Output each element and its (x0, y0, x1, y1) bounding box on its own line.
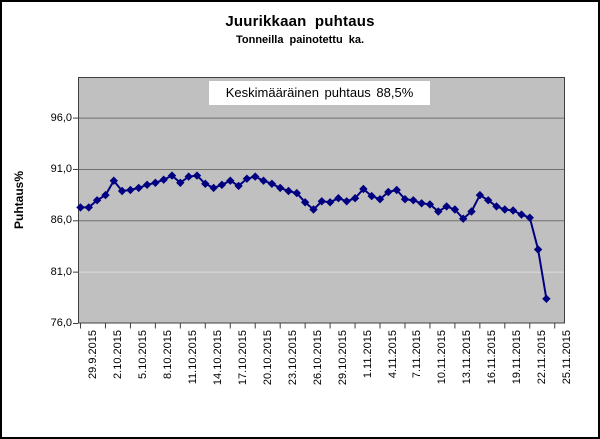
x-tick-label: 7.11.2015 (411, 330, 424, 379)
x-tick-label: 11.10.2015 (186, 330, 199, 385)
x-tick-label: 29.9.2015 (87, 330, 99, 379)
x-tick-label: 16.11.2015 (486, 330, 499, 385)
x-tick-label: 5.10.2015 (136, 330, 149, 379)
x-tick-label: 4.11.2015 (386, 330, 399, 379)
y-tick-label: 81,0 (50, 265, 72, 278)
y-tick-label: 86,0 (50, 214, 72, 227)
x-tick-label: 19.11.2015 (511, 330, 524, 385)
x-tick-label: 13.11.2015 (461, 330, 474, 385)
x-tick-label: 14.10.2015 (211, 330, 224, 386)
x-tick-label: 8.10.2015 (161, 330, 174, 379)
y-tick-label: 76,0 (50, 317, 72, 329)
y-tick-label: 91,0 (50, 162, 72, 175)
annotation-box: Keskimääräinen puhtaus 88,5% (208, 80, 431, 106)
plot-border (78, 77, 565, 324)
chart-subtitle: Tonneilla painotettu ka. (235, 34, 365, 46)
x-tick-label: 17.10.2015 (236, 330, 249, 386)
y-tick-label: 96,0 (50, 111, 72, 124)
x-tick-label: 23.10.2015 (286, 330, 299, 386)
x-tick-label: 1.11.2015 (361, 330, 374, 379)
x-tick-label: 10.11.2015 (436, 330, 449, 385)
x-tick-label: 25.11.2015 (561, 330, 574, 385)
x-tick-label: 2.10.2015 (111, 330, 124, 379)
x-tick-label: 26.10.2015 (311, 330, 324, 386)
chart-title: Juurikkaan puhtaus (225, 13, 375, 30)
series-markers (76, 171, 551, 303)
x-tick-label: 20.10.2015 (261, 330, 274, 386)
x-tick-label: 29.10.2015 (336, 330, 349, 386)
x-tick-label: 22.11.2015 (536, 330, 549, 385)
